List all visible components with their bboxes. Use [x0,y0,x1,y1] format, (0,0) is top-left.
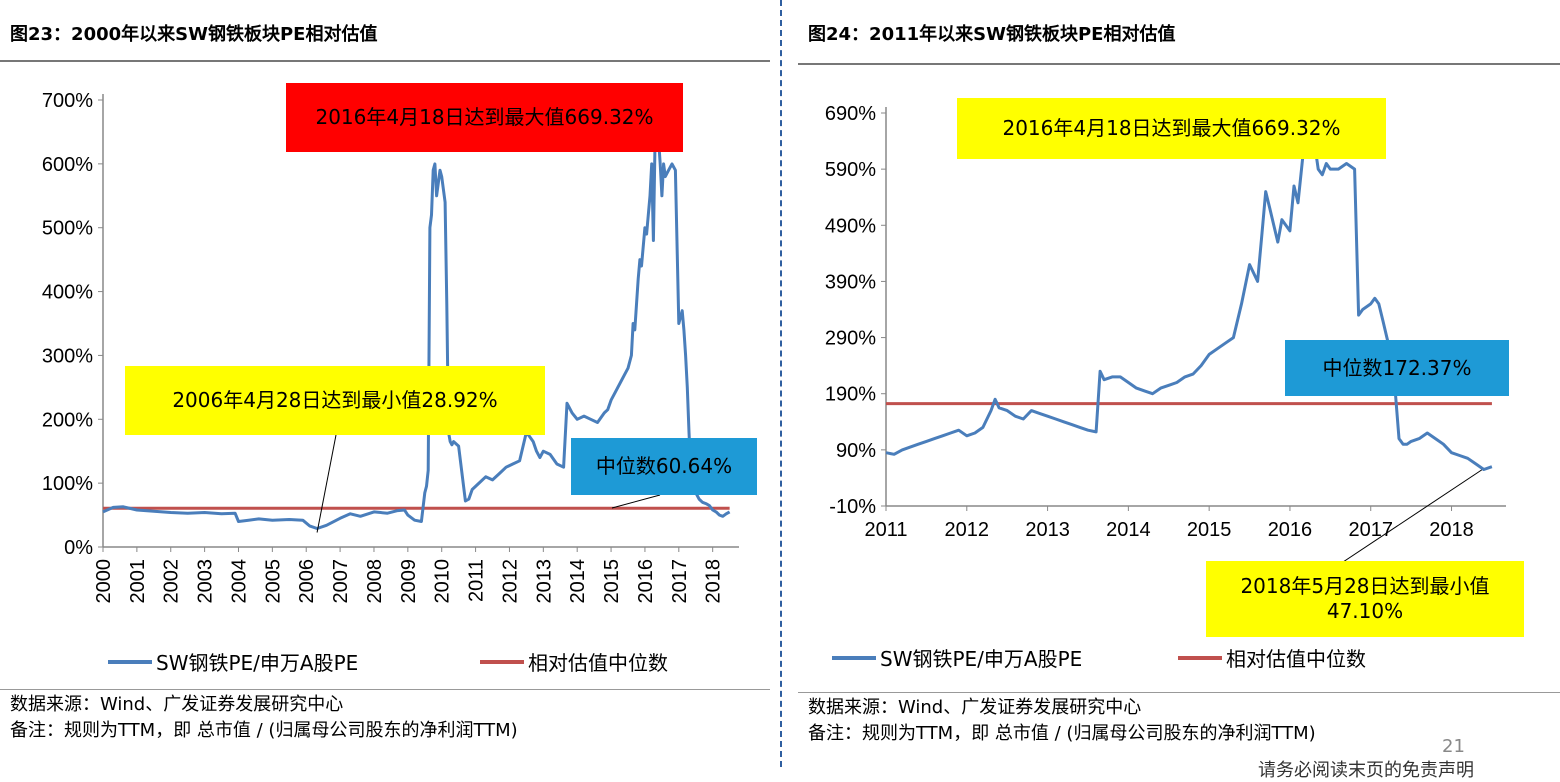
left-x-tick-label: 2001 [127,559,149,604]
left-chart-title: 图23：2000年以来SW钢铁板块PE相对估值 [10,24,378,45]
left-x-tick-label: 2015 [601,559,623,604]
left-note: 备注：规则为TTM，即 总市值 / (归属母公司股东的净利润TTM) [10,720,518,741]
right-max-annotation: 2016年4月18日达到最大值669.32% [957,98,1386,159]
left-y-tick-label: 400% [42,282,93,304]
left-y-tick-label: 0% [64,537,93,559]
right-source: 数据来源：Wind、广发证券发展研究中心 [808,697,1142,718]
left-x-tick-label: 2012 [499,559,521,604]
left-title-rule [0,60,770,62]
left-y-tick-label: 200% [42,409,93,431]
left-x-tick-label: 2014 [567,559,589,604]
right-series-line [885,123,1493,471]
right-title-rule [798,63,1560,65]
left-min-annotation: 2006年4月28日达到最小值28.92% [125,366,545,435]
right-x-tick-label: 2017 [1348,519,1393,541]
panel-divider [780,0,782,767]
right-note: 备注：规则为TTM，即 总市值 / (归属母公司股东的净利润TTM) [808,723,1316,744]
right-x-tick-label: 2011 [864,519,907,541]
right-y-tick-label: -10% [829,496,876,518]
right-y-tick-label: 690% [825,103,876,125]
left-x-tick-label: 2010 [432,559,454,604]
right-legend-median-swatch [1178,655,1222,660]
left-series-line [102,118,731,530]
right-legend-median-label: 相对估值中位数 [1226,647,1366,671]
right-y-tick-label: 390% [825,271,876,293]
right-legend-series: SW钢铁PE/申万A股PE [832,643,1082,672]
left-x-tick-label: 2000 [93,559,115,604]
left-x-tick-label: 2005 [262,559,284,604]
left-min-leader-line [316,434,337,533]
right-notes: 数据来源：Wind、广发证券发展研究中心 备注：规则为TTM，即 总市值 / (… [808,695,1316,747]
left-x-tick-label: 2008 [364,559,386,604]
right-x-tick-label: 2013 [1025,519,1070,541]
right-min-annotation-line1: 2018年5月28日达到最小值 [1240,574,1490,598]
left-legend-series: SW钢铁PE/申万A股PE [108,647,358,676]
left-x-tick-label: 2003 [195,559,217,604]
left-y-tick-label: 300% [42,345,93,367]
left-notes: 数据来源：Wind、广发证券发展研究中心 备注：规则为TTM，即 总市值 / (… [10,692,518,744]
left-legend-median-label: 相对估值中位数 [528,651,668,675]
left-x-tick-label: 2002 [161,559,183,604]
left-source: 数据来源：Wind、广发证券发展研究中心 [10,694,344,715]
left-median-leader-line [611,494,661,509]
right-x-tick-label: 2014 [1106,519,1151,541]
right-x-tick-label: 2015 [1187,519,1232,541]
left-x-tick-label: 2007 [330,559,352,604]
disclaimer: 请务必阅读末页的免责声明 [1258,760,1474,781]
left-x-tick-label: 2004 [228,559,250,604]
right-legend-median: 相对估值中位数 [1178,643,1366,672]
left-max-annotation: 2016年4月18日达到最大值669.32% [286,83,683,152]
right-min-annotation: 2018年5月28日达到最小值 47.10% [1206,561,1524,637]
left-x-tick-label: 2013 [533,559,555,604]
left-x-tick-label: 2017 [669,559,691,604]
right-notes-rule [798,692,1560,693]
right-y-tick-label: 90% [836,440,876,462]
right-min-leader-line [1327,469,1483,573]
right-chart-title: 图24：2011年以来SW钢铁板块PE相对估值 [808,24,1176,45]
right-min-annotation-line2: 47.10% [1326,599,1404,623]
left-y-tick-label: 700% [42,90,93,112]
left-x-tick-label: 2009 [398,559,420,604]
right-y-tick-label: 590% [825,159,876,181]
right-median-annotation: 中位数172.37% [1285,340,1509,396]
left-legend-median: 相对估值中位数 [480,647,668,676]
left-x-tick-label: 2018 [703,559,725,604]
right-y-tick-label: 490% [825,215,876,237]
right-legend-series-swatch [832,655,876,660]
right-x-tick-label: 2012 [945,519,990,541]
right-legend-series-label: SW钢铁PE/申万A股PE [880,647,1083,671]
left-y-tick-label: 600% [42,154,93,176]
right-y-tick-label: 290% [825,328,876,350]
left-notes-rule [0,689,770,690]
right-x-tick-label: 2018 [1429,519,1474,541]
left-x-tick-label: 2011 [466,559,488,602]
left-x-tick-label: 2006 [296,559,318,604]
left-y-tick-label: 500% [42,218,93,240]
left-y-tick-label: 100% [42,473,93,495]
left-chart-plot: 0% 100% 200% 300% 400% 500% 600% 700% 2000 2001 20… [42,90,739,604]
left-x-tick-label: 2016 [635,559,657,604]
right-x-tick-label: 2016 [1268,519,1313,541]
page-number: 21 [1442,736,1465,757]
left-median-annotation: 中位数60.64% [571,438,757,495]
left-legend-median-swatch [480,659,524,664]
left-legend-series-label: SW钢铁PE/申万A股PE [156,651,359,675]
right-y-tick-label: 190% [825,384,876,406]
left-legend-series-swatch [108,659,152,664]
